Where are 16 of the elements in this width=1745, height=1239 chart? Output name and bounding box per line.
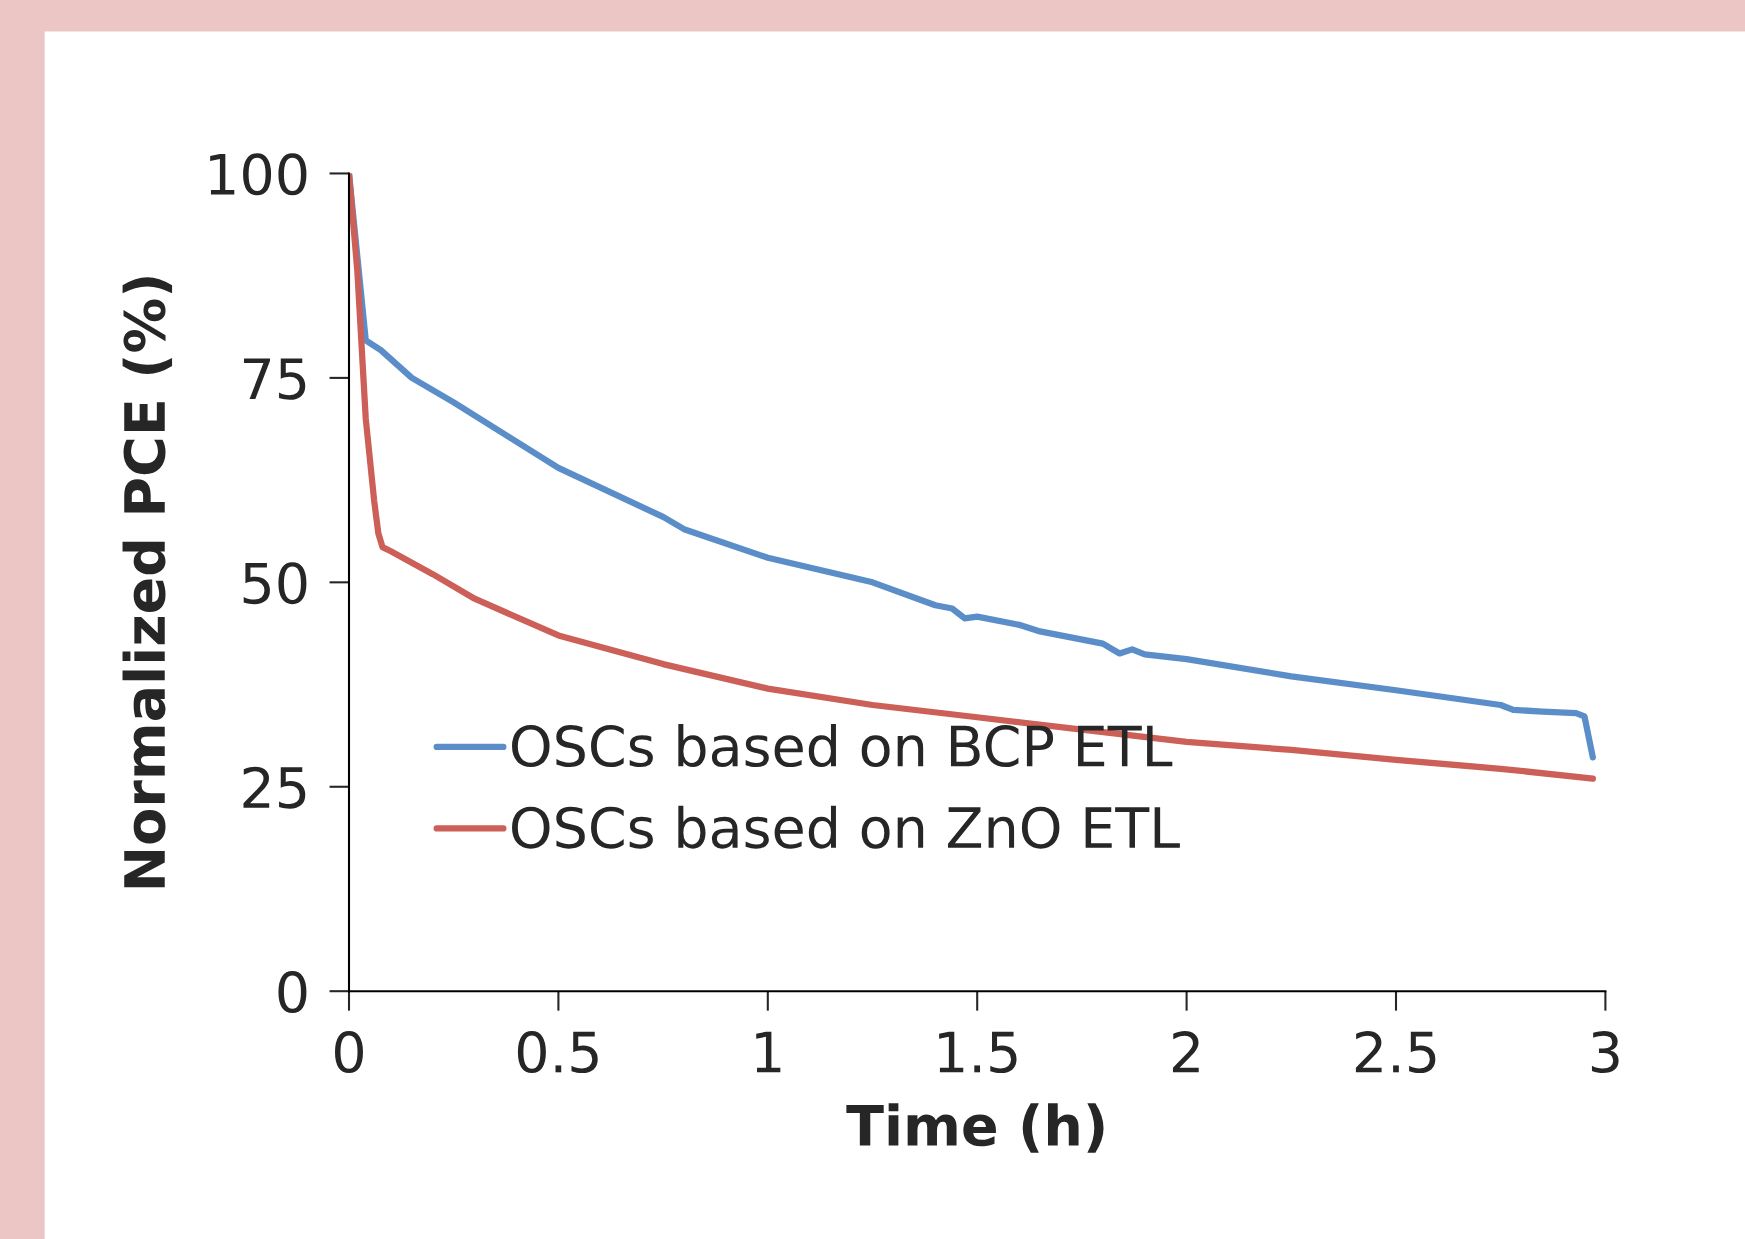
y-tick-label: 50 — [243, 562, 307, 605]
x-tick-label: 3 — [1591, 1031, 1619, 1074]
y-axis-title: Normalized PCE (%) — [122, 277, 173, 888]
legend-label: OSCs based on ZnO ETL — [512, 805, 1180, 849]
y-tick-label: 25 — [243, 766, 306, 809]
x-tick-label: 0.5 — [517, 1031, 598, 1074]
x-tick-label: 2 — [1173, 1031, 1199, 1073]
x-tick-label: 1 — [756, 1031, 781, 1073]
y-tick-label: 0 — [278, 971, 307, 1014]
y-tick-label: 100 — [210, 153, 307, 196]
x-axis-title: Time (h) — [846, 1103, 1104, 1153]
x-tick-label: 2.5 — [1355, 1031, 1436, 1074]
x-tick-label: 0 — [334, 1031, 363, 1074]
x-tick-label: 1.5 — [939, 1031, 1017, 1074]
legend-label: OSCs based on BCP ETL — [512, 724, 1173, 768]
y-tick-label: 75 — [243, 358, 306, 400]
